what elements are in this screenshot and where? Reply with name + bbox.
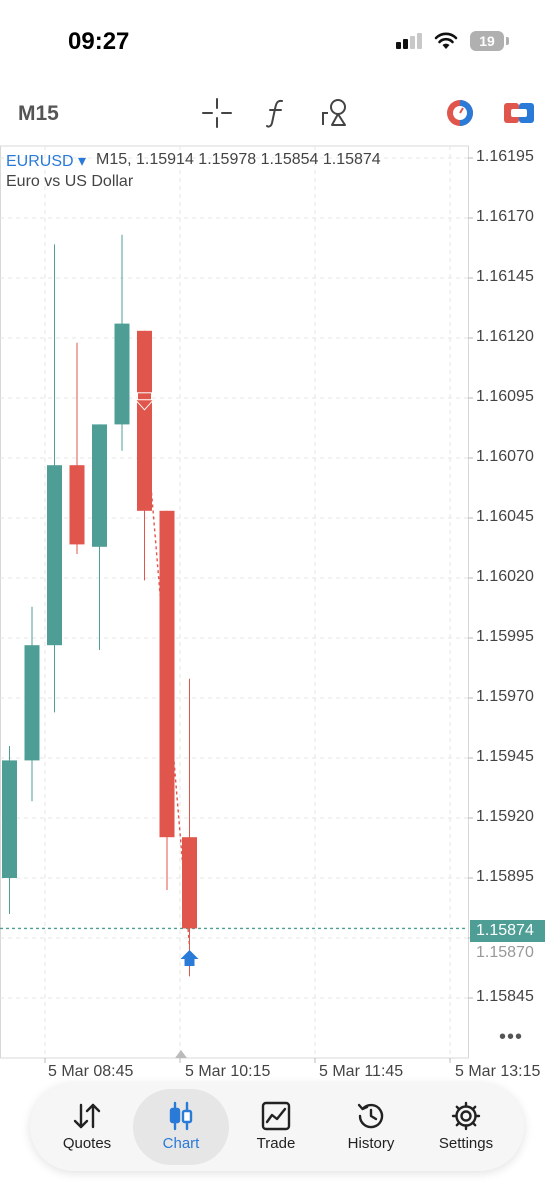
indicators-icon[interactable] (260, 96, 294, 130)
price-tick: 1.15945 (476, 748, 534, 765)
chart-ohlc: M15, 1.15914 1.15978 1.15854 1.15874 (96, 151, 381, 168)
chart-symbol[interactable]: EURUSD ▾ (6, 153, 87, 170)
time-tick: 5 Mar 11:45 (319, 1063, 404, 1080)
history-icon (357, 1103, 384, 1129)
buy-marker-icon (180, 950, 199, 966)
crosshair-icon[interactable] (200, 96, 234, 130)
buy-marker-stem (184, 959, 195, 966)
price-tick: 1.16070 (476, 448, 534, 465)
trade-panel-icon[interactable] (502, 96, 536, 130)
time-tick: 5 Mar 13:15 (455, 1063, 541, 1080)
timeframe-selector[interactable]: M15 (18, 102, 59, 125)
price-tick: 1.15920 (476, 808, 534, 825)
time-cursor-marker (175, 1050, 187, 1058)
time-tick: 5 Mar 08:45 (48, 1063, 134, 1080)
price-tick: 1.16145 (476, 268, 534, 285)
trade-chart-icon (261, 1101, 291, 1131)
tab-trade[interactable]: Trade (228, 1089, 324, 1165)
bottom-tab-bar: Quotes Chart Trade History (30, 1083, 524, 1171)
cellular-signal-icon (396, 33, 422, 49)
objects-icon[interactable] (318, 96, 352, 130)
price-tick: 1.15870 (476, 944, 534, 961)
price-tick: 1.16045 (476, 508, 534, 525)
chart-description: Euro vs US Dollar (6, 173, 134, 190)
buy-marker-head (180, 950, 199, 959)
sell-marker-icon (134, 392, 155, 411)
tab-history-label: History (347, 1135, 395, 1152)
tab-quotes[interactable]: Quotes (39, 1089, 135, 1165)
tab-settings-label: Settings (438, 1135, 494, 1152)
sell-marker-head (134, 399, 155, 411)
candle-body (114, 323, 130, 425)
battery-indicator: 19 (470, 31, 504, 51)
tab-chart-label: Chart (162, 1135, 200, 1152)
chart-frame (0, 145, 469, 1059)
tab-chart[interactable]: Chart (133, 1089, 229, 1165)
price-tick: 1.15995 (476, 628, 534, 645)
time-tick: 5 Mar 10:15 (185, 1063, 271, 1080)
price-tick: 1.16120 (476, 328, 534, 345)
more-options-icon[interactable]: ••• (499, 1026, 524, 1048)
candle-body (137, 330, 152, 511)
status-time: 09:27 (68, 28, 130, 55)
candle-body (47, 465, 62, 646)
price-tick: 1.15970 (476, 688, 534, 705)
price-tick: 1.15845 (476, 988, 534, 1005)
status-bar: 09:27 19 (0, 0, 554, 80)
current-price-badge: 1.15874 (470, 920, 545, 942)
battery-tip (506, 37, 509, 45)
candles-icon (169, 1101, 193, 1131)
chart-toolbar: M15 (0, 88, 554, 140)
candle-body (92, 424, 107, 547)
wifi-icon (434, 32, 458, 49)
candle-body (69, 465, 85, 545)
price-tick: 1.16170 (476, 208, 534, 225)
price-chart[interactable]: EURUSD ▾ M15, 1.15914 1.15978 1.15854 1.… (0, 0, 554, 1090)
gear-icon (451, 1101, 481, 1131)
tab-settings[interactable]: Settings (418, 1089, 514, 1165)
price-tick: 1.16195 (476, 148, 534, 165)
arrows-updown-icon (73, 1103, 101, 1129)
price-tick: 1.15895 (476, 868, 534, 885)
price-tick: 1.16095 (476, 388, 534, 405)
tab-trade-label: Trade (256, 1135, 296, 1152)
tab-quotes-label: Quotes (62, 1135, 112, 1152)
price-tick: 1.16020 (476, 568, 534, 585)
one-click-trading-icon[interactable] (443, 96, 477, 130)
chart-canvas[interactable] (0, 0, 554, 1090)
candle-body (2, 760, 17, 878)
candle-body (24, 645, 40, 761)
tab-history[interactable]: History (323, 1089, 419, 1165)
